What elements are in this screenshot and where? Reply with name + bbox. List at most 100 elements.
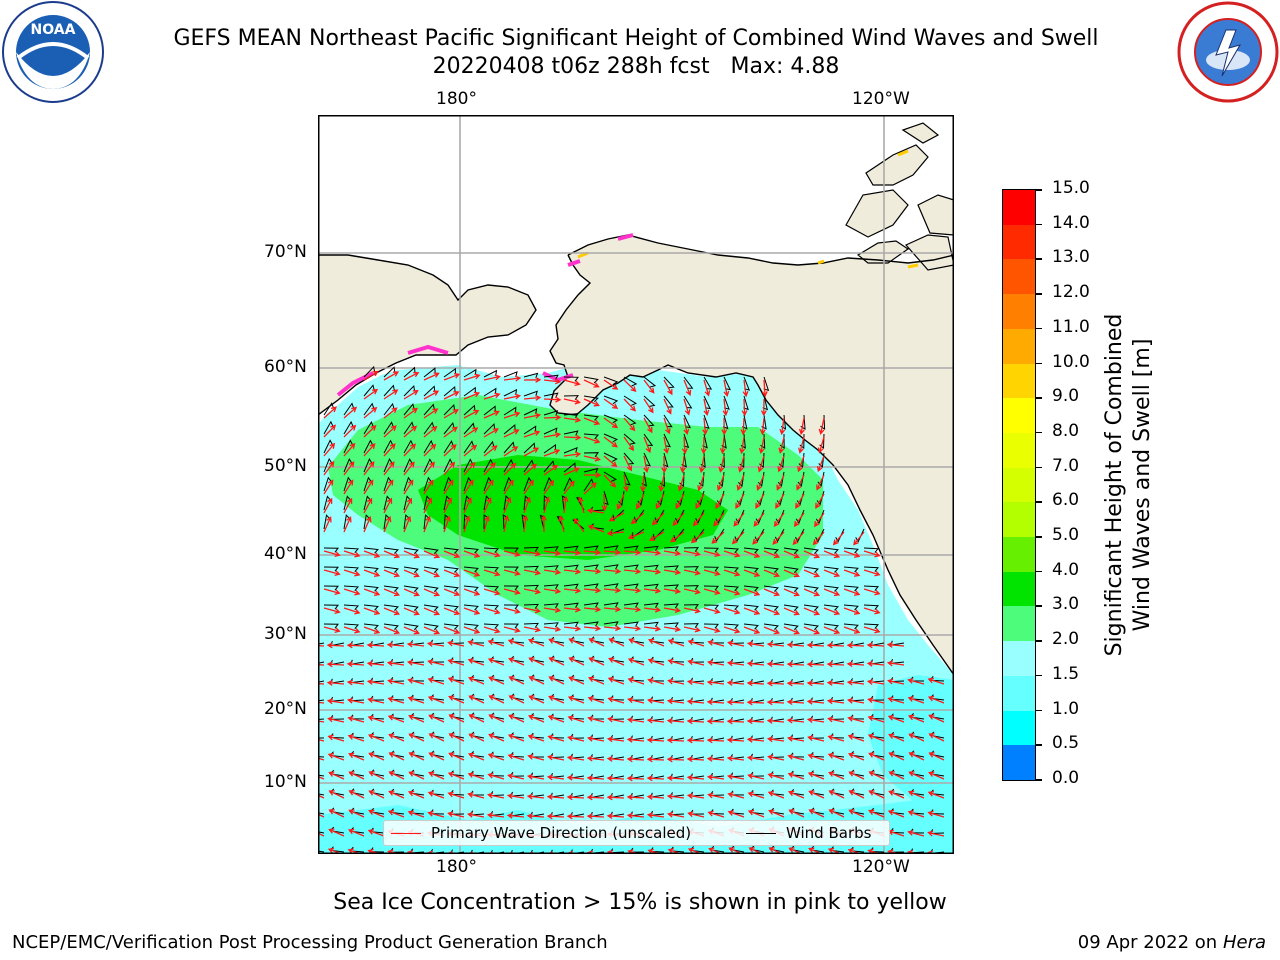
- wave-arrow: [443, 550, 461, 559]
- wave-arrow: [867, 733, 885, 742]
- wave-arrow: [543, 396, 562, 403]
- wave-arrow: [663, 588, 682, 595]
- wind-barb: [863, 547, 879, 553]
- wave-arrow: [443, 607, 461, 616]
- wave-arrow: [563, 549, 582, 556]
- wave-arrow: [886, 660, 905, 667]
- wind-barb: [463, 368, 477, 378]
- wave-arrow: [721, 417, 728, 436]
- wave-arrow: [486, 792, 505, 799]
- wave-arrow: [587, 676, 605, 685]
- wave-arrow: [343, 497, 353, 514]
- wave-arrow: [483, 410, 500, 419]
- wind-barb: [443, 585, 459, 592]
- wind-barb: [543, 392, 559, 399]
- wave-arrow: [507, 753, 525, 761]
- wave-arrow: [767, 754, 785, 761]
- wave-arrow: [816, 455, 825, 473]
- wave-arrow: [723, 550, 741, 558]
- wind-barb: [623, 376, 638, 387]
- wind-barb: [443, 367, 456, 378]
- wave-arrow: [806, 698, 825, 705]
- wind-barb: [323, 623, 339, 629]
- wave-arrow: [783, 607, 800, 616]
- wind-barb: [734, 528, 745, 543]
- wave-arrow: [447, 658, 465, 666]
- wave-arrow: [423, 372, 440, 381]
- wind-barb: [483, 369, 498, 378]
- wave-arrow: [526, 773, 545, 780]
- wave-arrow: [548, 676, 565, 685]
- wave-arrow: [383, 461, 395, 476]
- wind-barb: [363, 402, 375, 416]
- wave-arrow: [348, 752, 365, 761]
- wave-arrow: [386, 642, 405, 648]
- wave-arrow: [586, 755, 605, 762]
- wind-barb: [583, 621, 599, 627]
- wave-arrow: [483, 550, 501, 558]
- wind-barb: [343, 420, 354, 435]
- wind-barb: [603, 583, 619, 589]
- wave-arrow: [406, 659, 425, 666]
- wind-barb: [443, 422, 455, 435]
- wave-arrow: [626, 756, 645, 763]
- wind-barb: [523, 390, 538, 397]
- wind-barb: [543, 565, 559, 571]
- wave-arrow: [463, 444, 478, 457]
- wave-arrow: [763, 550, 781, 559]
- wave-arrow: [403, 569, 420, 578]
- wind-barb: [543, 546, 559, 552]
- wave-arrow: [543, 449, 561, 457]
- wave-arrow: [797, 455, 805, 473]
- wave-arrow: [606, 530, 625, 537]
- wave-arrow: [807, 753, 825, 761]
- wave-arrow: [866, 642, 885, 649]
- wave-arrow: [328, 809, 345, 818]
- wave-arrow: [318, 644, 325, 647]
- wave-arrow: [403, 371, 420, 381]
- wave-arrow: [483, 515, 490, 533]
- wave-arrow: [583, 436, 601, 444]
- wave-arrow: [407, 677, 425, 685]
- wind-barb: [463, 566, 479, 573]
- wave-arrow: [623, 549, 642, 556]
- wave-arrow: [363, 388, 379, 400]
- wave-arrow: [627, 657, 645, 666]
- wave-arrow: [503, 588, 521, 595]
- wave-arrow: [523, 496, 531, 514]
- wind-barb: [343, 604, 360, 611]
- wind-barb: [663, 414, 673, 428]
- wave-arrow: [563, 379, 581, 387]
- wind-barb: [803, 547, 819, 554]
- wave-arrow: [663, 379, 673, 396]
- colorbar-tick-label: 1.5: [1052, 663, 1080, 684]
- wave-arrow: [677, 474, 685, 492]
- wind-barb: [383, 566, 399, 573]
- wave-arrow: [723, 626, 741, 634]
- wave-arrow: [667, 639, 685, 647]
- wind-barb: [343, 585, 360, 592]
- wave-arrow: [623, 474, 630, 493]
- wind-barb: [543, 410, 559, 416]
- wave-arrow: [483, 497, 492, 514]
- wave-arrow: [443, 372, 461, 381]
- wind-barb: [612, 509, 625, 521]
- wave-arrow: [423, 497, 432, 514]
- wave-arrow: [346, 642, 365, 649]
- wind-barb: [543, 444, 557, 454]
- wind-barb: [863, 566, 879, 572]
- wave-arrow: [343, 607, 361, 615]
- wind-barb: [583, 467, 599, 474]
- wave-arrow: [367, 829, 385, 837]
- wave-arrow: [323, 626, 341, 634]
- wind-barb: [403, 585, 419, 592]
- wind-barb: [563, 602, 579, 608]
- wave-arrow: [706, 737, 725, 744]
- wave-arrow: [706, 774, 725, 781]
- wind-barb: [763, 604, 779, 611]
- wind-barb: [523, 565, 539, 571]
- wave-arrow: [687, 847, 704, 854]
- wind-barb: [323, 439, 333, 454]
- wave-arrow: [681, 436, 688, 455]
- wave-arrow: [423, 408, 439, 419]
